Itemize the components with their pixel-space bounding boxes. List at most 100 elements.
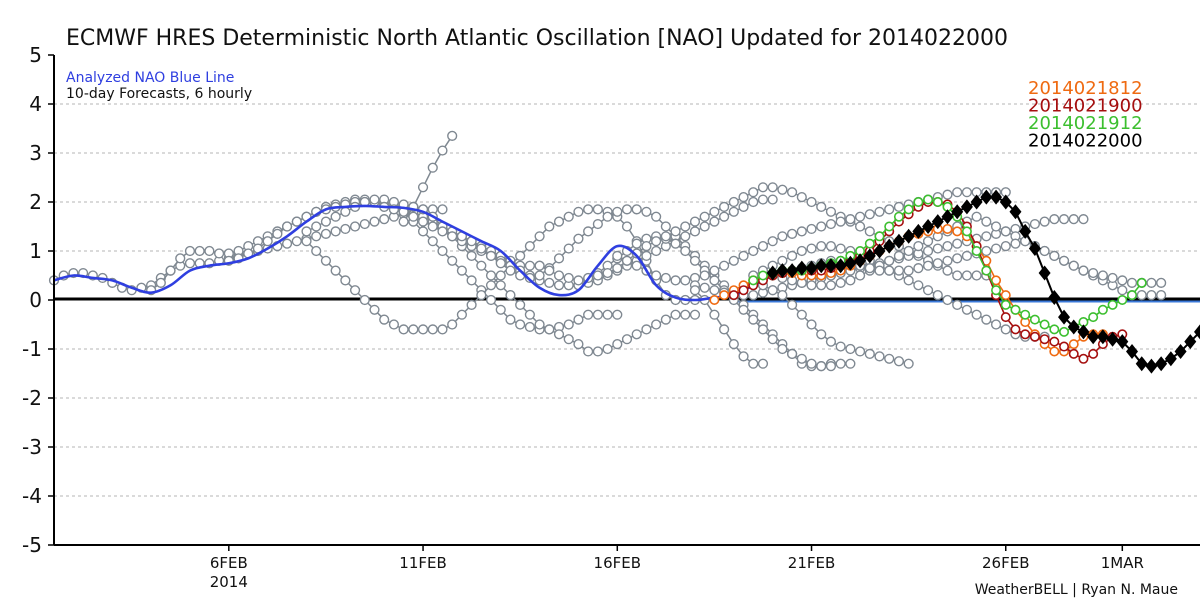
gray-forecast-point — [825, 336, 837, 347]
gray-forecast-point — [893, 265, 905, 276]
gray-forecast-point — [311, 221, 322, 232]
x-tick-sublabel: 2014 — [210, 573, 248, 591]
forecast-point-2014021900 — [1010, 324, 1021, 335]
gray-forecast-point — [320, 228, 332, 239]
forecast-point-2014021912 — [903, 204, 914, 215]
gray-forecast-point — [1039, 245, 1050, 257]
gray-forecast-point — [544, 324, 555, 335]
gray-forecast-point — [485, 294, 497, 306]
gray-forecast-point — [417, 226, 429, 237]
gray-forecast-point — [466, 299, 477, 311]
gray-forecast-point — [990, 319, 1002, 330]
x-tick-label: 1MAR — [1101, 554, 1144, 572]
gray-forecast-point — [505, 265, 516, 276]
gray-forecast-point — [427, 221, 438, 232]
gray-forecast-point — [495, 280, 506, 291]
forecast-point-2014021900 — [1020, 329, 1031, 340]
gray-forecast-point — [301, 226, 312, 237]
gray-forecast-point — [612, 250, 623, 262]
gray-forecast-point — [427, 324, 438, 335]
forecast-point-2014022000 — [1096, 329, 1109, 345]
gray-forecast-point — [330, 226, 341, 237]
gray-forecast-point — [1058, 255, 1070, 266]
gray-forecast-point — [495, 304, 506, 315]
legend-entry: 2014022000 — [1028, 131, 1143, 152]
forecast-point-2014021912 — [923, 194, 934, 205]
forecast-point-2014021912 — [864, 238, 875, 249]
gray-forecast-point — [534, 319, 545, 330]
gray-forecast-point — [787, 250, 798, 262]
gray-forecast-point — [369, 216, 380, 227]
forecast-point-2014022000 — [1009, 204, 1022, 220]
gray-forecast-point — [495, 270, 506, 281]
gray-forecast-point — [447, 130, 458, 141]
gray-forecast-point — [524, 321, 535, 333]
gray-forecast-point — [942, 265, 953, 276]
gray-forecast-point — [981, 216, 992, 227]
forecast-point-2014022000 — [980, 189, 993, 205]
gray-forecast-point — [816, 329, 827, 340]
forecast-point-2014022000 — [912, 223, 925, 239]
gray-forecast-point — [835, 243, 846, 254]
gray-forecast-point — [922, 236, 934, 247]
forecast-point-2014021900 — [1068, 348, 1079, 359]
gray-forecast-point — [651, 236, 662, 247]
gray-forecast-point — [534, 260, 545, 271]
gray-forecast-point — [476, 243, 487, 254]
gray-forecast-point — [777, 290, 788, 301]
gray-forecast-point — [864, 263, 875, 274]
gray-forecast-point — [913, 280, 924, 291]
gray-forecast-point — [592, 346, 603, 357]
gray-forecast-point — [864, 348, 875, 360]
gray-forecast-point — [641, 206, 652, 217]
gray-forecast-point — [816, 361, 827, 372]
gray-forecast-point — [748, 314, 759, 325]
gray-forecast-point — [699, 282, 710, 293]
gray-forecast-point — [864, 226, 875, 237]
legend-entry: 2014021912 — [1028, 113, 1143, 134]
gray-forecast-point — [922, 285, 934, 296]
gray-forecast-point — [971, 309, 982, 320]
gray-forecast-point — [884, 204, 895, 215]
legend-entry: 2014021900 — [1028, 96, 1143, 117]
forecast-point-2014022000 — [854, 253, 867, 269]
gray-forecast-point — [476, 260, 487, 271]
forecast-point-2014022000 — [873, 243, 886, 259]
forecast-point-2014022000 — [1184, 334, 1197, 350]
gray-forecast-point — [806, 243, 817, 254]
gray-forecast-point — [709, 285, 720, 296]
gray-forecast-point — [757, 194, 769, 205]
forecast-point-2014021912 — [874, 231, 885, 242]
gray-forecast-point — [903, 358, 914, 369]
forecast-point-2014021912 — [913, 197, 924, 208]
gray-forecast-point — [738, 304, 749, 315]
gray-forecast-point — [748, 358, 759, 369]
gray-forecast-point — [952, 238, 963, 249]
gray-forecast-point — [903, 275, 914, 286]
gray-forecast-point — [573, 314, 584, 325]
gray-forecast-point — [651, 211, 662, 222]
gray-forecast-point — [874, 351, 885, 362]
gray-forecast-point — [427, 236, 438, 247]
gray-forecast-point — [583, 226, 594, 237]
gray-forecast-point — [641, 250, 652, 262]
forecast-point-2014021912 — [971, 246, 982, 257]
gray-forecast-point — [854, 211, 866, 222]
gray-forecast-point — [699, 270, 710, 281]
gray-forecast-point — [573, 339, 584, 350]
x-tick-label: 26FEB — [982, 554, 1029, 572]
gray-forecast-point — [1117, 275, 1128, 286]
gray-forecast-point — [1146, 277, 1157, 288]
gray-forecast-point — [184, 245, 196, 257]
gray-forecast-point — [932, 243, 943, 254]
gray-forecast-point — [845, 275, 856, 286]
gray-forecast-point — [825, 361, 837, 372]
gray-forecast-point — [903, 245, 914, 257]
gray-forecast-point — [349, 221, 361, 232]
gray-forecast-point — [854, 346, 866, 357]
legend-entry: 2014021812 — [1028, 78, 1143, 99]
gray-forecast-point — [903, 265, 914, 276]
gray-forecast-point — [417, 216, 429, 227]
gray-forecast-point — [427, 162, 438, 173]
forecast-point-2014022000 — [951, 204, 964, 220]
